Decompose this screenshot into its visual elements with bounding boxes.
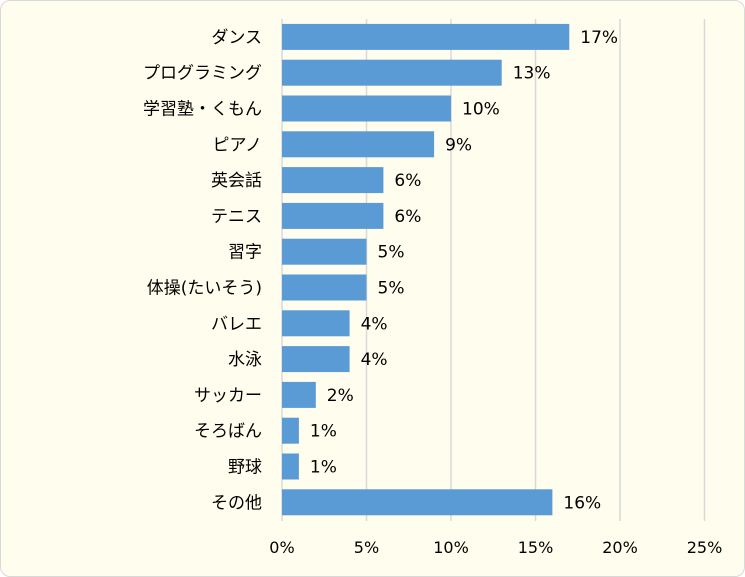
bar — [282, 23, 570, 50]
bar — [282, 167, 384, 194]
category-label: 学習塾・くもん — [143, 99, 262, 120]
bar — [282, 489, 553, 516]
x-tick-label: 5% — [354, 538, 379, 557]
category-label: ピアノ — [213, 135, 262, 155]
bar — [282, 59, 502, 86]
value-label: 1% — [310, 422, 337, 442]
bar — [282, 346, 350, 373]
value-label: 6% — [394, 207, 421, 227]
bar — [282, 274, 367, 301]
bar — [282, 417, 299, 444]
value-label: 10% — [462, 100, 500, 120]
category-label: そろばん — [194, 422, 262, 442]
bar — [282, 238, 367, 265]
bar — [282, 453, 299, 480]
value-label: 17% — [580, 28, 618, 48]
category-label: 体操(たいそう) — [147, 279, 262, 299]
category-label: バレエ — [211, 314, 262, 334]
bar — [282, 381, 316, 408]
value-labels: 17% 13% 10% 9% 6% 6% 5% 5% 4% 4% 2% 1% 1% 16% — [310, 28, 618, 513]
x-tick-label: 10% — [433, 538, 469, 557]
value-label: 13% — [513, 64, 551, 84]
value-label: 1% — [310, 458, 337, 478]
bars — [282, 23, 570, 516]
x-tick-label: 25% — [687, 538, 723, 557]
x-tick-label: 15% — [518, 538, 554, 557]
category-label: サッカー — [194, 386, 262, 406]
grid-lines — [281, 19, 706, 521]
value-label: 6% — [394, 171, 421, 191]
category-label: ダンス — [211, 28, 262, 48]
category-label: テニス — [211, 207, 262, 227]
category-label: 習字 — [228, 243, 262, 263]
x-tick-label: 20% — [602, 538, 638, 557]
x-tick-label: 0% — [269, 538, 294, 557]
category-label: 水泳 — [228, 350, 262, 370]
bar — [282, 310, 350, 337]
category-label: プログラミング — [143, 64, 262, 84]
bar — [282, 202, 384, 229]
value-label: 5% — [378, 243, 405, 263]
value-label: 9% — [445, 135, 472, 155]
bar — [282, 95, 451, 122]
value-label: 4% — [361, 314, 388, 334]
value-label: 5% — [378, 279, 405, 299]
value-label: 2% — [327, 386, 354, 406]
category-label: その他 — [211, 493, 262, 513]
value-label: 16% — [563, 493, 601, 513]
value-label: 4% — [361, 350, 388, 370]
category-label: 野球 — [228, 458, 262, 478]
bar — [282, 131, 435, 158]
category-label: 英会話 — [211, 171, 262, 191]
x-axis-tick-labels: 0% 5% 10% 15% 20% 25% — [269, 538, 722, 557]
